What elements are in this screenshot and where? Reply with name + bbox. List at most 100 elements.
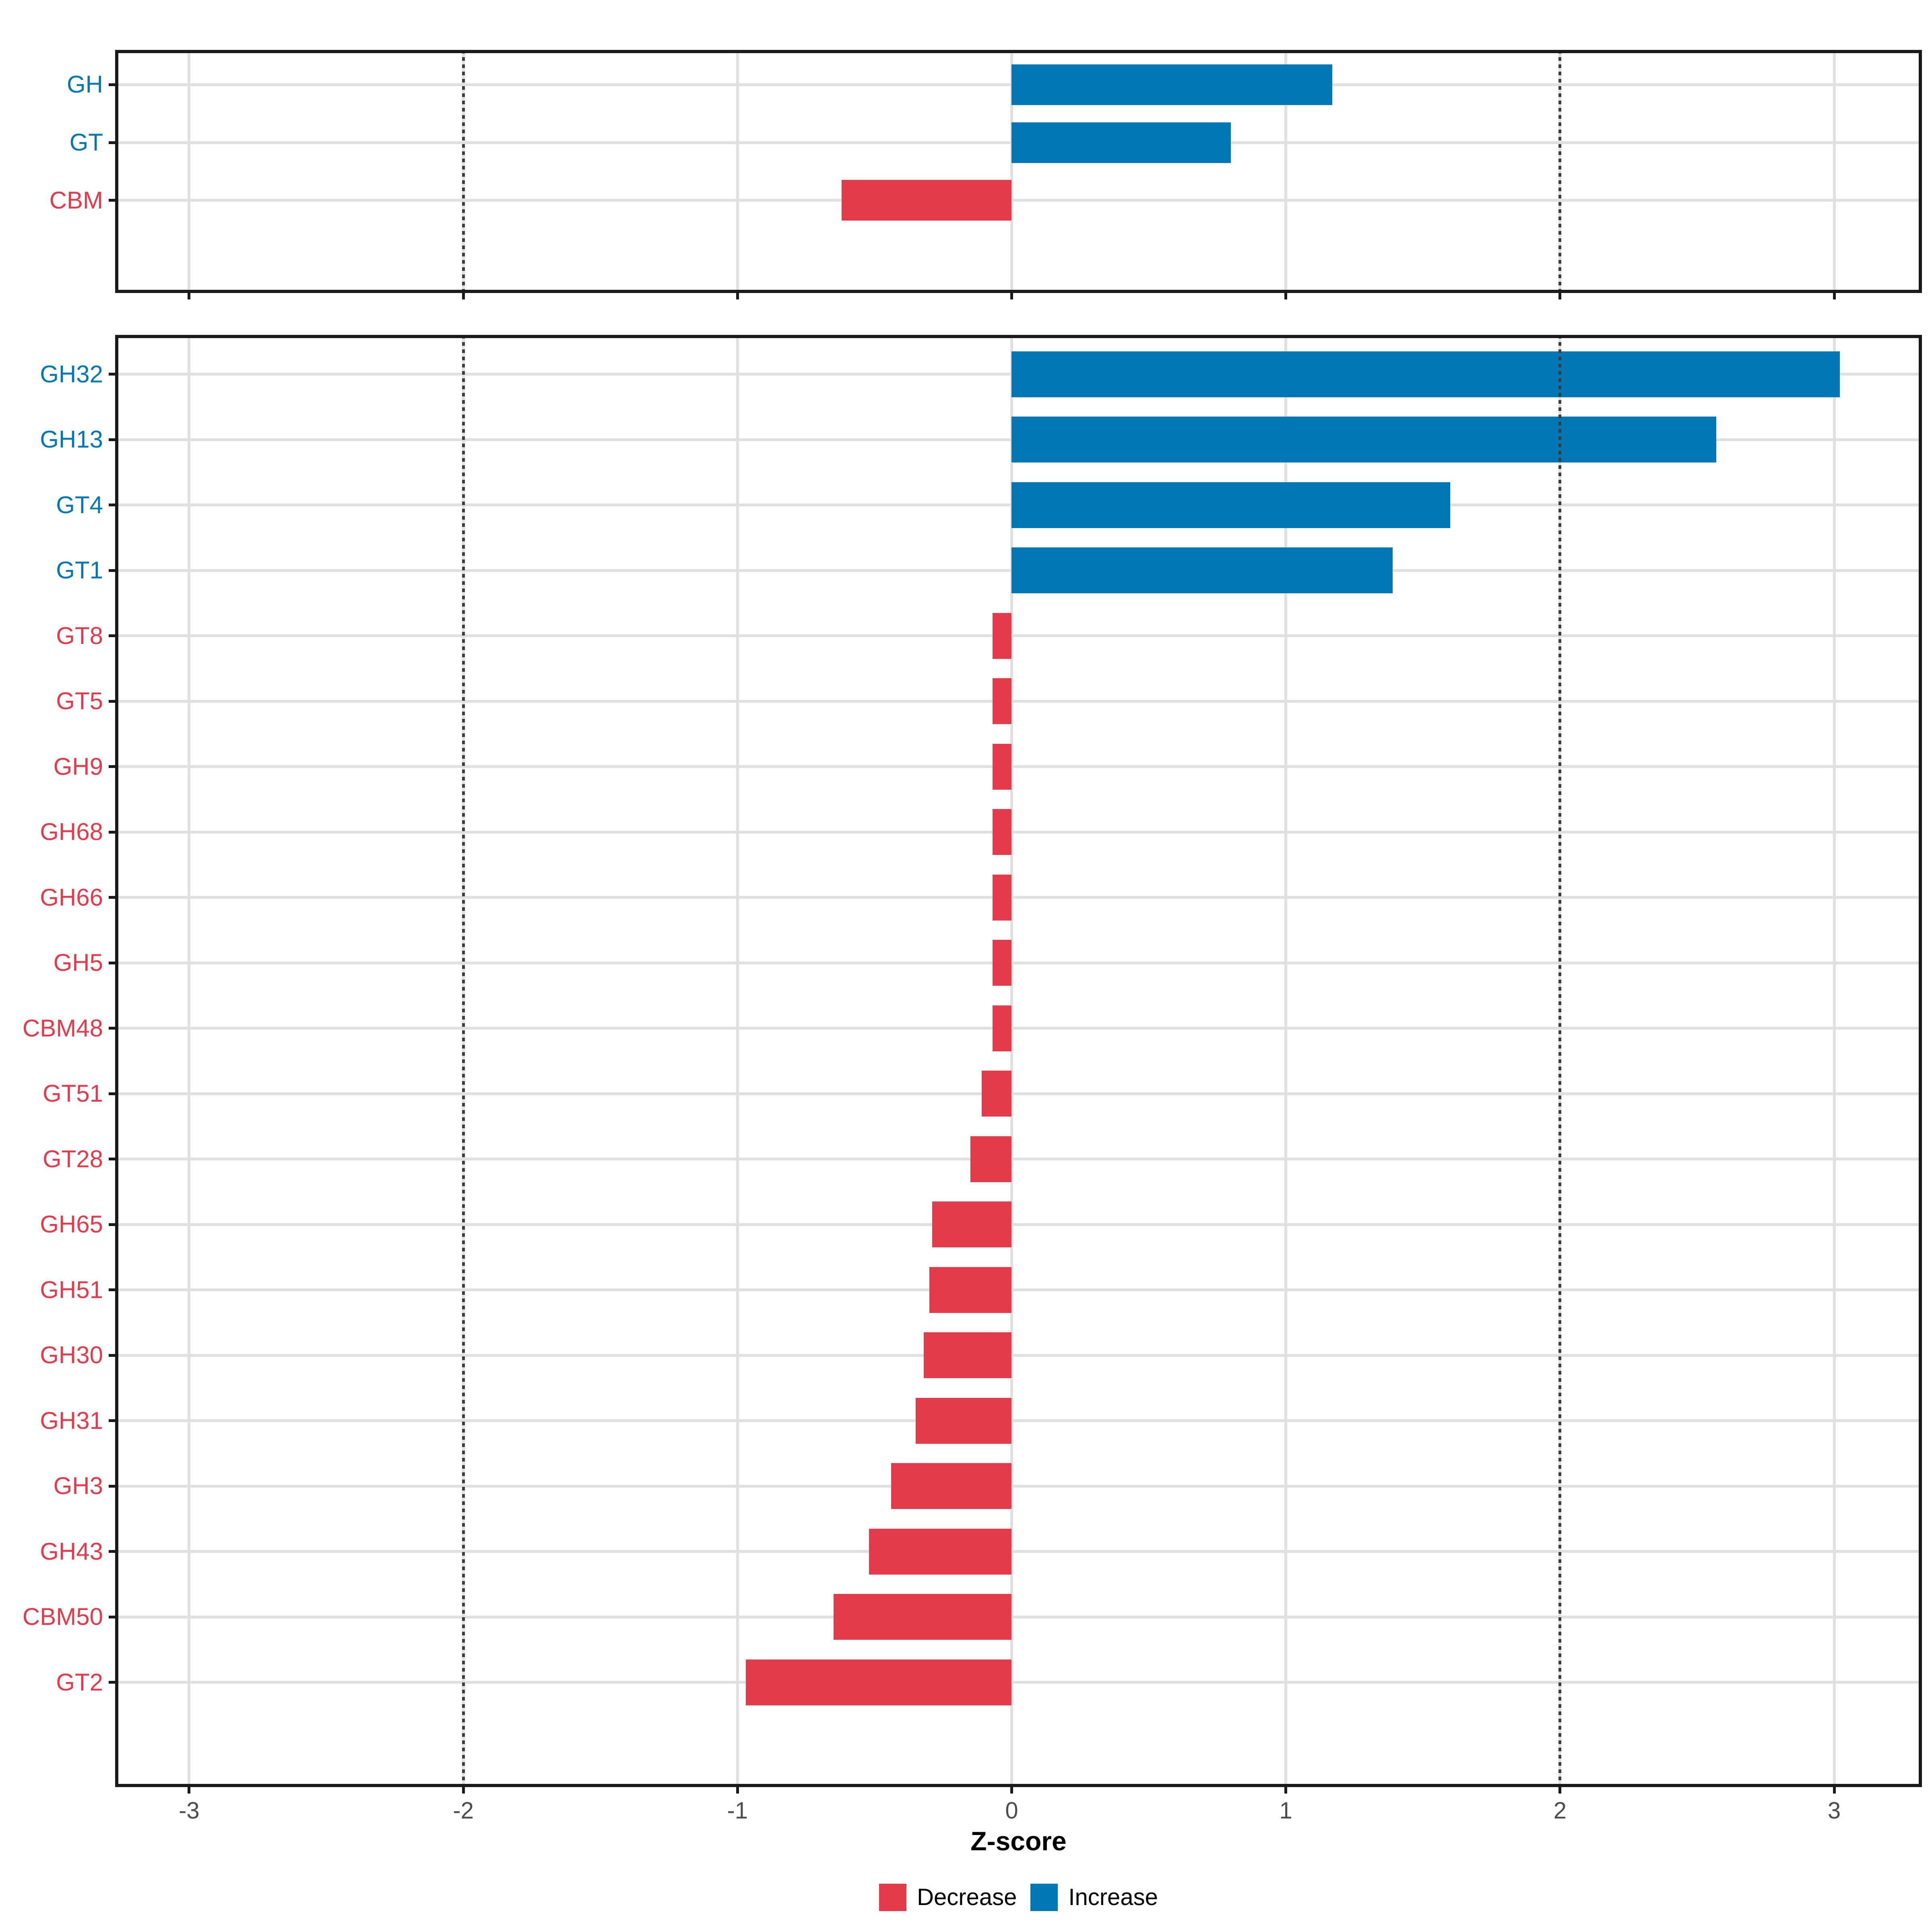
x-tick-label--3: -3	[179, 1798, 200, 1824]
y-label-CBM50: CBM50	[22, 1603, 103, 1631]
x-tick--3	[188, 293, 191, 299]
x-tick-label-3: 3	[1827, 1798, 1841, 1824]
gridline-row-CBM50	[115, 1615, 1922, 1618]
y-tick-GT28	[109, 1158, 115, 1161]
y-label-GH9: GH9	[53, 753, 103, 780]
bar-GH32	[1011, 351, 1840, 397]
y-label-GT5: GT5	[56, 687, 103, 715]
y-label-GH65: GH65	[40, 1211, 103, 1238]
y-label-GH32: GH32	[40, 360, 103, 388]
x-tick-label--1: -1	[727, 1798, 748, 1824]
gridline-x-0	[1010, 335, 1013, 1787]
y-label-GH66: GH66	[40, 883, 103, 911]
panel-classes	[115, 50, 1922, 293]
bar-GH30	[924, 1332, 1012, 1379]
x-axis-title: Z-score	[970, 1826, 1067, 1856]
bar-GH31	[916, 1397, 1012, 1444]
y-label-GH5: GH5	[53, 949, 103, 976]
bar-GT51	[981, 1071, 1012, 1117]
y-label-GH3: GH3	[53, 1472, 103, 1500]
y-label-GT28: GT28	[42, 1145, 103, 1172]
gridline-row-GH5	[115, 961, 1922, 964]
threshold-line-2	[1558, 335, 1562, 1787]
y-label-GT8: GT8	[56, 622, 103, 649]
y-tick-GH31	[109, 1419, 115, 1422]
bar-GH5	[992, 940, 1012, 986]
gridline-row-GH30	[115, 1354, 1922, 1357]
y-tick-CBM	[109, 199, 115, 202]
x-tick-3	[1833, 1787, 1836, 1794]
y-tick-GT	[109, 141, 115, 144]
x-tick--2	[462, 1787, 465, 1794]
x-tick-label-1: 1	[1279, 1798, 1292, 1824]
y-tick-GT51	[109, 1092, 115, 1095]
bar-GT1	[1011, 547, 1393, 594]
x-tick-1	[1284, 1787, 1288, 1794]
y-label-GH51: GH51	[40, 1276, 103, 1303]
y-label-GH31: GH31	[40, 1407, 103, 1434]
increase-swatch	[1030, 1884, 1058, 1911]
bar-GT2	[745, 1659, 1012, 1705]
bar-GT	[1011, 122, 1231, 163]
bar-CBM50	[833, 1594, 1012, 1640]
threshold-line-2	[1558, 50, 1562, 293]
gridline-row-GH3	[115, 1484, 1922, 1488]
y-tick-GH66	[109, 896, 115, 899]
y-tick-GH5	[109, 961, 115, 964]
y-label-GT: GT	[69, 129, 103, 156]
x-tick-0	[1010, 1787, 1013, 1794]
y-label-GT2: GT2	[56, 1668, 103, 1696]
gridline-x--3	[188, 50, 191, 293]
bar-GH13	[1011, 417, 1717, 463]
gridline-x-0	[1010, 50, 1013, 293]
y-tick-GH51	[109, 1288, 115, 1292]
gridline-x-3	[1833, 50, 1836, 293]
y-label-GT4: GT4	[56, 491, 103, 518]
x-tick-1	[1284, 293, 1288, 299]
y-label-GT1: GT1	[56, 557, 103, 584]
bar-GH66	[992, 874, 1012, 921]
y-tick-GH9	[109, 765, 115, 768]
x-tick--1	[736, 1787, 739, 1794]
gridline-x--1	[736, 335, 739, 1787]
y-tick-GH65	[109, 1223, 115, 1226]
gridline-row-GT28	[115, 1158, 1922, 1161]
gridline-row-GH51	[115, 1288, 1922, 1292]
gridline-x-1	[1284, 50, 1288, 293]
bar-GH65	[932, 1201, 1012, 1248]
threshold-line--2	[462, 50, 465, 293]
gridline-row-GT2	[115, 1681, 1922, 1684]
y-tick-GH32	[109, 373, 115, 376]
bar-GH3	[891, 1463, 1012, 1509]
x-tick-2	[1558, 1787, 1562, 1794]
gridline-row-CBM48	[115, 1027, 1922, 1030]
legend: Decrease Increase	[115, 1882, 1922, 1913]
gridline-row-GH68	[115, 830, 1922, 834]
bar-GH51	[929, 1267, 1012, 1313]
x-tick-label--2: -2	[453, 1798, 474, 1824]
x-tick-label-0: 0	[1005, 1798, 1018, 1824]
y-label-GH68: GH68	[40, 818, 103, 846]
decrease-swatch	[879, 1884, 907, 1911]
bar-GH9	[992, 743, 1012, 790]
y-tick-CBM50	[109, 1615, 115, 1618]
bar-GT8	[992, 613, 1012, 659]
bar-GT4	[1011, 482, 1451, 528]
legend-item-increase: Increase	[1030, 1884, 1158, 1911]
gridline-row-CBM	[115, 199, 1922, 202]
x-tick--1	[736, 293, 739, 299]
gridline-row-GT8	[115, 634, 1922, 638]
y-tick-CBM48	[109, 1027, 115, 1030]
y-label-GH: GH	[67, 71, 103, 98]
gridline-row-GH9	[115, 765, 1922, 768]
y-label-CBM48: CBM48	[22, 1014, 103, 1042]
y-tick-GH3	[109, 1484, 115, 1488]
panel-families	[115, 335, 1922, 1787]
gridline-x-1	[1284, 335, 1288, 1787]
x-tick-2	[1558, 293, 1562, 299]
gridline-row-GH66	[115, 896, 1922, 899]
y-tick-GT8	[109, 634, 115, 638]
x-tick-0	[1010, 293, 1013, 299]
y-label-GT51: GT51	[42, 1080, 103, 1107]
